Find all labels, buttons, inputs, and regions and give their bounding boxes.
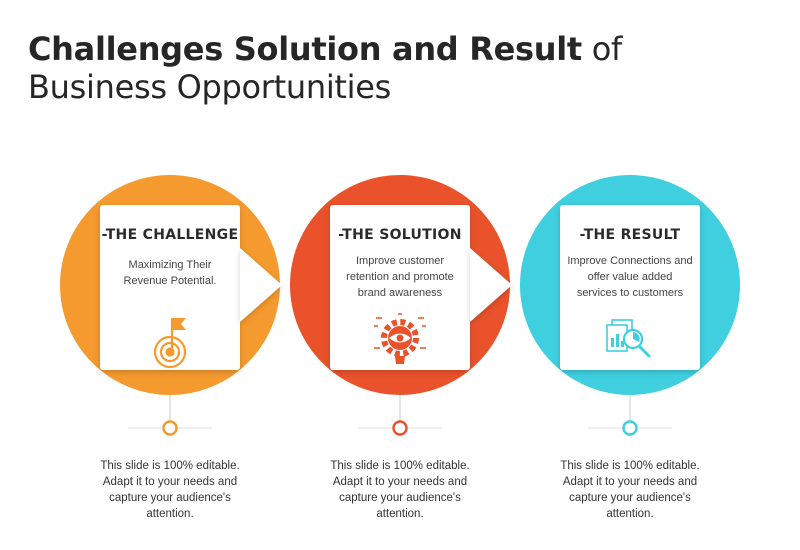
solution-card-bg: [330, 205, 470, 370]
arrow-solution-to-result: [470, 248, 512, 322]
solution-description: Improve customer retention and promote b…: [346, 255, 454, 299]
report-magnifier-icon: [606, 319, 651, 358]
result-card: -THE RESULT Improve Connections and offe…: [560, 205, 700, 370]
result-heading: -THE RESULT: [579, 227, 681, 243]
challenge-heading: -THE CHALLENGE: [101, 227, 239, 243]
arrow-challenge-to-solution: [240, 248, 282, 322]
page-title: Challenges Solution and Result of Busine…: [28, 30, 622, 106]
result-card-bg: [560, 205, 700, 370]
result-footnote: This slide is 100% editable. Adapt it to…: [560, 460, 700, 520]
challenge-footnote: This slide is 100% editable. Adapt it to…: [100, 460, 240, 520]
title-light-part: of: [581, 30, 623, 68]
solution-card: -THE SOLUTION Improve customer retention…: [330, 205, 470, 370]
solution-footnote: This slide is 100% editable. Adapt it to…: [330, 460, 470, 520]
flag-target-icon: [153, 318, 187, 369]
gear-eye-icon: [374, 313, 426, 364]
title-second-line: Business Opportunities: [28, 68, 392, 106]
challenge-description: Maximizing Their Revenue Potential.: [123, 259, 217, 287]
result-connector: [588, 395, 672, 436]
solution-heading: -THE SOLUTION: [338, 227, 462, 243]
solution-connector: [358, 395, 442, 436]
challenge-card-bg: [100, 205, 240, 370]
title-bold-part: Challenges Solution and Result: [28, 30, 582, 68]
challenge-connector: [128, 395, 212, 436]
challenge-card: -THE CHALLENGE Maximizing Their Revenue …: [100, 205, 240, 370]
result-description: Improve Connections and offer value adde…: [567, 255, 693, 299]
